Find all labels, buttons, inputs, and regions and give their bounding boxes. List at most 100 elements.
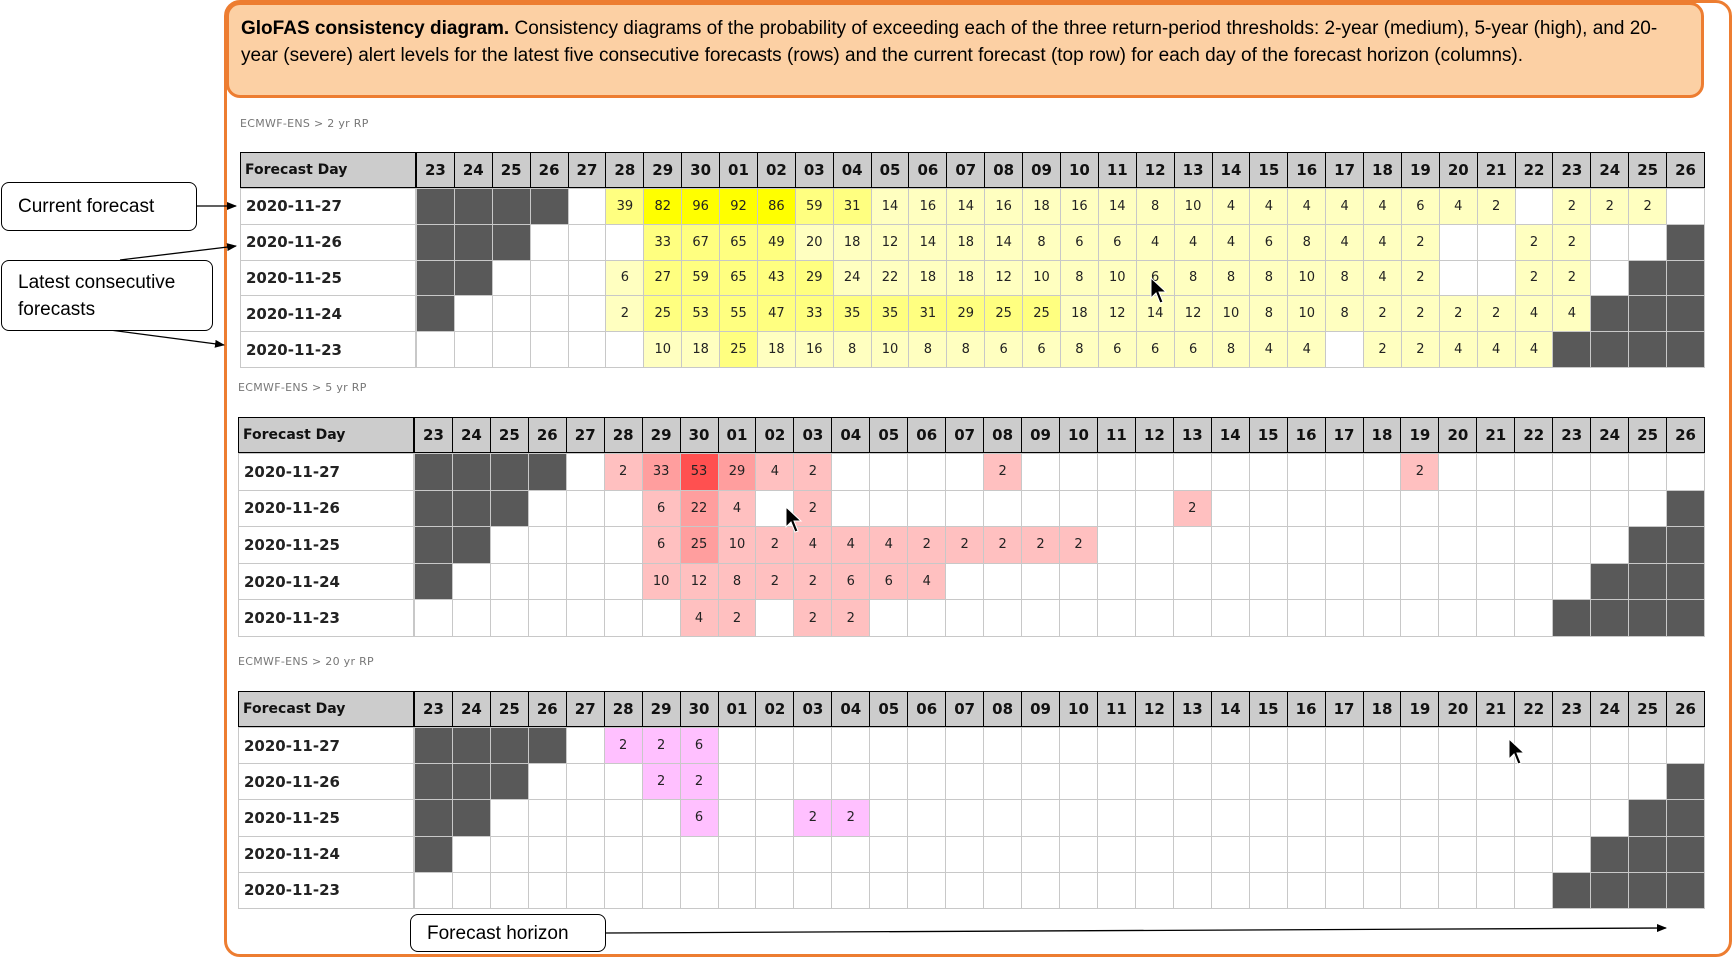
probability-cell: 35: [832, 295, 872, 333]
no-data-cell: [1666, 871, 1705, 909]
forecast-row-label: 2020-11-25: [240, 259, 416, 297]
column-header-day: 13: [1172, 691, 1212, 727]
probability-cell: [907, 599, 947, 637]
no-data-cell: [1628, 331, 1668, 368]
mouse-cursor-icon: [785, 506, 803, 533]
probability-cell: [983, 727, 1023, 765]
column-header-day: 15: [1248, 691, 1288, 727]
probability-cell: [717, 727, 757, 765]
probability-cell: [983, 799, 1023, 837]
probability-cell: [451, 871, 491, 909]
probability-cell: 2: [603, 727, 643, 765]
probability-cell: [1096, 489, 1136, 528]
mouse-cursor-icon: [1150, 277, 1168, 304]
probability-cell: 6: [1400, 188, 1440, 225]
probability-cell: 20: [794, 223, 834, 261]
column-header-day: 05: [870, 152, 910, 188]
column-header-day: 11: [1096, 691, 1136, 727]
probability-cell: [1324, 799, 1364, 837]
probability-cell: [1248, 489, 1288, 528]
probability-cell: [565, 871, 605, 909]
probability-cell: [1059, 835, 1098, 873]
column-header-day: 05: [869, 691, 909, 727]
column-header-day: 04: [831, 417, 871, 453]
column-header-day: 13: [1173, 152, 1213, 188]
probability-cell: [907, 453, 947, 491]
probability-cell: 2: [1363, 331, 1402, 368]
no-data-cell: [1628, 871, 1668, 909]
probability-cell: [567, 188, 607, 225]
probability-cell: [1438, 562, 1478, 601]
no-data-cell: [416, 188, 455, 225]
column-header-day: 18: [1362, 691, 1402, 727]
figure-frame: [224, 0, 1732, 957]
probability-cell: 4: [1287, 188, 1327, 225]
probability-cell: 2: [603, 453, 643, 491]
column-header-day: 12: [1135, 152, 1175, 188]
probability-cell: [641, 871, 681, 909]
probability-cell: [793, 727, 833, 765]
column-header-day: 10: [1060, 152, 1099, 188]
probability-cell: [1476, 526, 1516, 564]
column-header-day: 27: [565, 691, 605, 727]
probability-cell: 4: [1363, 259, 1402, 297]
probability-cell: [831, 835, 871, 873]
probability-cell: [1590, 489, 1630, 528]
probability-cell: [603, 489, 643, 528]
probability-cell: [1021, 799, 1060, 837]
probability-cell: [1096, 727, 1136, 765]
forecast-row-label: 2020-11-23: [238, 599, 414, 637]
no-data-cell: [1666, 259, 1705, 297]
probability-cell: 10: [870, 331, 910, 368]
probability-cell: 4: [1287, 331, 1327, 368]
probability-cell: 18: [908, 259, 948, 297]
probability-cell: 29: [717, 453, 757, 491]
probability-cell: [1248, 599, 1288, 637]
probability-cell: 4: [755, 453, 795, 491]
column-header-day: 26: [1666, 691, 1705, 727]
probability-cell: [1172, 799, 1212, 837]
probability-cell: [831, 871, 871, 909]
column-header-day: 30: [681, 152, 721, 188]
section-label: ECMWF-ENS > 20 yr RP: [238, 655, 374, 668]
probability-cell: 8: [1060, 331, 1099, 368]
probability-cell: [491, 295, 531, 333]
probability-cell: [1476, 223, 1516, 261]
probability-cell: [907, 835, 947, 873]
column-header-day: 18: [1363, 152, 1402, 188]
column-header-day: 11: [1096, 417, 1136, 453]
probability-cell: [869, 763, 909, 801]
probability-cell: 2: [1400, 331, 1440, 368]
probability-cell: 2: [907, 526, 947, 564]
forecast-row-label: 2020-11-26: [238, 763, 414, 801]
probability-cell: [831, 727, 871, 765]
column-header-day: 20: [1438, 691, 1478, 727]
probability-cell: [1210, 526, 1250, 564]
no-data-cell: [1666, 331, 1705, 368]
probability-cell: 33: [643, 223, 683, 261]
probability-cell: 53: [679, 453, 719, 491]
column-header-day: 25: [1628, 691, 1668, 727]
probability-cell: 2: [793, 599, 833, 637]
probability-cell: [567, 331, 607, 368]
probability-cell: [1666, 727, 1705, 765]
probability-cell: 92: [719, 188, 758, 225]
forecast-row-label: 2020-11-24: [238, 562, 414, 601]
no-data-cell: [1666, 835, 1705, 873]
no-data-cell: [489, 727, 529, 765]
probability-cell: 10: [643, 331, 683, 368]
column-header-day: 29: [641, 691, 681, 727]
column-header-day: 27: [567, 152, 607, 188]
column-header-day: 01: [719, 152, 758, 188]
no-data-cell: [489, 763, 529, 801]
section-label: ECMWF-ENS > 5 yr RP: [238, 381, 367, 394]
no-data-cell: [1666, 763, 1705, 801]
probability-cell: [1096, 526, 1136, 564]
column-header-day: 06: [908, 152, 948, 188]
probability-cell: 4: [1514, 295, 1554, 333]
probability-cell: [1134, 526, 1174, 564]
probability-cell: 22: [870, 259, 910, 297]
probability-cell: 12: [679, 562, 719, 601]
forecast-row-label: 2020-11-23: [240, 331, 416, 368]
no-data-cell: [414, 799, 453, 837]
